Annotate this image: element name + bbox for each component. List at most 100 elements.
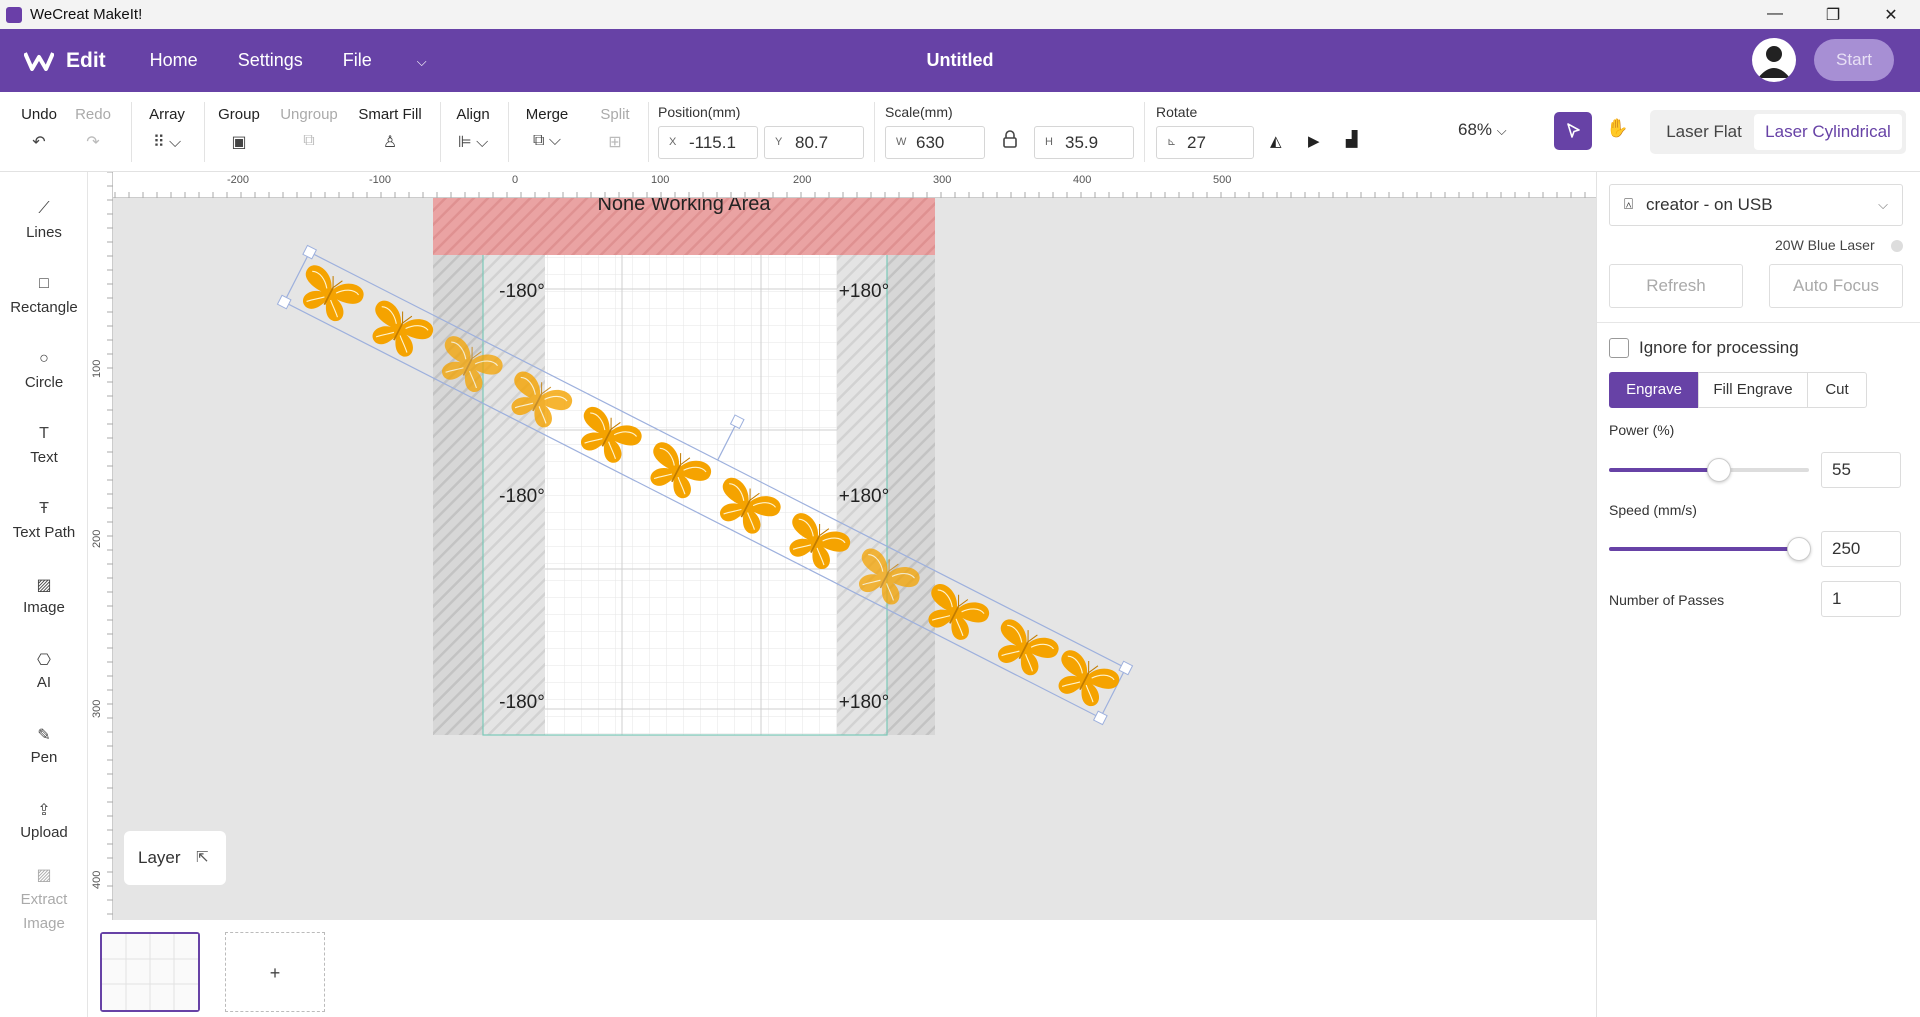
speed-input[interactable]: 250 xyxy=(1821,531,1901,567)
sidebar-item-label: Circle xyxy=(24,374,64,391)
speed-slider-thumb[interactable] xyxy=(1787,537,1811,561)
align-icon: ⊫ ⌵ xyxy=(457,134,489,151)
butterfly-shape[interactable] xyxy=(985,615,1063,684)
start-button[interactable]: Start xyxy=(1814,39,1894,81)
power-slider-thumb[interactable] xyxy=(1707,458,1731,482)
close-icon[interactable]: ✕ xyxy=(1884,6,1898,24)
laser-flat-tab[interactable]: Laser Flat xyxy=(1666,122,1742,141)
redo-button[interactable]: Redo ↷ xyxy=(74,106,112,152)
sidebar-item-text-path[interactable]: Ŧ Text Path xyxy=(0,500,88,541)
flip-vertical-button[interactable]: ▶ xyxy=(1308,132,1320,150)
split-icon: ⊞ xyxy=(608,134,622,151)
rotate-input[interactable]: ⊾ 27 xyxy=(1156,126,1254,159)
sidebar-item-lines[interactable]: ⟋ Lines xyxy=(0,200,88,241)
device-select[interactable]: ⍓ creator - on USB ⌵ xyxy=(1609,184,1903,226)
layer-button[interactable]: Layer ⇱ xyxy=(124,831,226,885)
select-tool-button[interactable] xyxy=(1554,112,1592,150)
nav-settings[interactable]: Settings xyxy=(237,50,303,70)
page-thumbnail[interactable] xyxy=(100,932,200,1012)
redo-label: Redo xyxy=(75,106,111,123)
merge-button[interactable]: Merge ⧉ ⌵ xyxy=(522,106,572,150)
sidebar-item-image[interactable]: ▨ Image xyxy=(0,575,88,616)
butterfly-shape[interactable] xyxy=(290,261,368,330)
expand-icon: ⇱ xyxy=(196,849,209,866)
tab-engrave[interactable]: Engrave xyxy=(1609,372,1699,408)
app-logo-icon xyxy=(6,6,22,23)
rotate-value: 27 xyxy=(1187,133,1206,152)
sidebar-item-label: Image xyxy=(23,599,65,616)
angle-label-left: -180° xyxy=(499,281,545,302)
sidebar-item-pen[interactable]: ✎ Pen xyxy=(0,725,88,766)
flip-horizontal-button[interactable]: ◭ xyxy=(1270,132,1282,150)
lock-aspect-button[interactable] xyxy=(998,130,1022,152)
power-slider[interactable] xyxy=(1609,458,1809,482)
resize-handle[interactable] xyxy=(302,244,318,260)
speed-slider[interactable] xyxy=(1609,537,1811,561)
rotate-handle[interactable] xyxy=(729,414,745,430)
nav-file[interactable]: File ⌵ xyxy=(343,50,467,71)
laser-cylindrical-tab[interactable]: Laser Cylindrical xyxy=(1754,114,1902,150)
align-button[interactable]: Align ⊫ ⌵ xyxy=(452,106,494,152)
group-button[interactable]: Group ▣ xyxy=(216,106,262,152)
tab-cut[interactable]: Cut xyxy=(1807,372,1867,408)
user-icon xyxy=(1758,46,1790,78)
sidebar-item-label: Text Path xyxy=(12,524,76,541)
smart-fill-button[interactable]: Smart Fill ♙ xyxy=(356,106,424,152)
width-input[interactable]: W 630 xyxy=(885,126,985,159)
app-header: Edit Home Settings File ⌵ Untitled Start xyxy=(0,29,1920,92)
sidebar-item-circle[interactable]: ○ Circle xyxy=(0,350,88,391)
auto-focus-button[interactable]: Auto Focus xyxy=(1769,264,1903,308)
avatar[interactable] xyxy=(1752,38,1796,82)
ignore-processing-checkbox[interactable] xyxy=(1609,338,1629,358)
resize-handle[interactable] xyxy=(276,294,292,310)
height-input[interactable]: H 35.9 xyxy=(1034,126,1134,159)
resize-handle[interactable] xyxy=(1092,710,1108,726)
divider xyxy=(440,102,441,162)
undo-button[interactable]: Undo ↶ xyxy=(20,106,58,152)
split-button[interactable]: Split ⊞ xyxy=(596,106,634,152)
divider xyxy=(1597,322,1920,323)
sidebar-item-label: Pen xyxy=(30,749,58,766)
y-value: 80.7 xyxy=(795,133,829,152)
speed-slider-fill xyxy=(1609,547,1799,551)
sidebar-item-extract-image[interactable]: ▨ Extract Image xyxy=(14,864,74,936)
pan-tool-button[interactable]: ✋ xyxy=(1606,118,1628,139)
ruler-label: 400 xyxy=(1073,174,1092,186)
angle-label-left: -180° xyxy=(499,692,545,713)
nav-file-label: File xyxy=(342,50,372,70)
power-input[interactable]: 55 xyxy=(1821,452,1901,488)
zoom-select[interactable]: 68% ⌵ xyxy=(1458,120,1507,140)
h-value: 35.9 xyxy=(1065,133,1099,152)
ruler-label: 200 xyxy=(793,174,812,186)
undo-label: Undo xyxy=(21,106,57,123)
position-y-input[interactable]: Y 80.7 xyxy=(764,126,864,159)
refresh-button[interactable]: Refresh xyxy=(1609,264,1743,308)
butterfly-shape[interactable] xyxy=(1046,646,1124,715)
add-page-button[interactable]: + xyxy=(225,932,325,1012)
sidebar-item-rectangle[interactable]: □ Rectangle xyxy=(0,275,88,316)
group-label: Group xyxy=(218,106,260,123)
minimize-icon[interactable]: — xyxy=(1767,4,1783,22)
selected-object[interactable] xyxy=(276,207,1152,726)
upload-icon: ⇪ xyxy=(37,802,51,819)
sidebar-item-upload[interactable]: ⇪ Upload xyxy=(0,800,88,841)
nav-home[interactable]: Home xyxy=(149,50,198,70)
tab-fill-engrave[interactable]: Fill Engrave xyxy=(1698,372,1808,408)
angle-label-right: +180° xyxy=(839,486,889,507)
position-x-input[interactable]: X -115.1 xyxy=(658,126,758,159)
resize-handle[interactable] xyxy=(1118,660,1134,676)
passes-input[interactable]: 1 xyxy=(1821,581,1901,617)
brand: Edit xyxy=(24,49,106,73)
butterfly-shape[interactable] xyxy=(360,296,438,365)
sidebar-item-text[interactable]: T Text xyxy=(0,425,88,466)
angle-label-left: -180° xyxy=(499,486,545,507)
speed-label: Speed (mm/s) xyxy=(1609,502,1697,518)
array-button[interactable]: Array ⠿ ⌵ xyxy=(146,106,188,152)
divider xyxy=(204,102,205,162)
maximize-icon[interactable]: ❐ xyxy=(1825,6,1841,24)
sidebar-item-ai[interactable]: ⎔ AI xyxy=(0,650,88,691)
ungroup-button[interactable]: Ungroup ⧉ xyxy=(278,106,340,150)
group-icon: ▣ xyxy=(231,134,247,151)
canvas[interactable]: None Working Area -180° +180° -180° +180… xyxy=(88,172,1596,920)
measure-button[interactable]: ▟ xyxy=(1346,130,1358,148)
